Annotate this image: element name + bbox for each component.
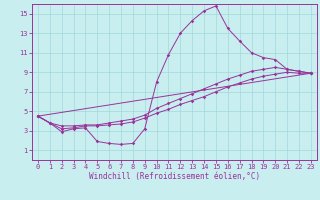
X-axis label: Windchill (Refroidissement éolien,°C): Windchill (Refroidissement éolien,°C) (89, 172, 260, 181)
